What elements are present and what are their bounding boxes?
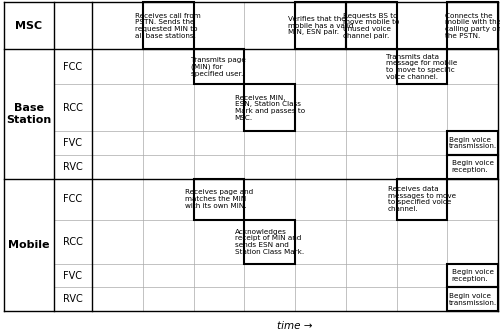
Text: time →: time → xyxy=(277,321,313,331)
Text: FVC: FVC xyxy=(64,270,82,281)
Bar xyxy=(295,2,346,49)
Bar xyxy=(396,178,448,219)
Bar xyxy=(396,49,448,84)
Text: FVC: FVC xyxy=(64,138,82,148)
Text: Transmits data
message for mobile
to move to specific
voice channel.: Transmits data message for mobile to mov… xyxy=(386,53,458,80)
Text: Receives call from
PSTN. Sends the
requested MIN to
all base stations.: Receives call from PSTN. Sends the reque… xyxy=(136,12,201,39)
Text: Verifies that the
mobile has a valid
MIN, ESN pair.: Verifies that the mobile has a valid MIN… xyxy=(288,16,353,35)
Text: Receives data
messages to move
to specified voice
channel.: Receives data messages to move to specif… xyxy=(388,186,456,212)
Text: Acknowledges
receipt of MIN and
sends ESN and
Station Class Mark.: Acknowledges receipt of MIN and sends ES… xyxy=(235,228,304,255)
Text: FCC: FCC xyxy=(64,61,82,72)
Text: Receives page and
matches the MIN
with its own MIN.: Receives page and matches the MIN with i… xyxy=(184,189,253,209)
Text: Begin voice
reception.: Begin voice reception. xyxy=(452,160,494,173)
Text: Begin voice
reception.: Begin voice reception. xyxy=(452,269,494,282)
Text: Connects the
mobile with the
calling party on
the PSTN.: Connects the mobile with the calling par… xyxy=(444,12,500,39)
Text: Begin voice
transmission.: Begin voice transmission. xyxy=(448,137,496,150)
Bar xyxy=(448,2,498,49)
Text: Transmits page
(MIN) for
specified user.: Transmits page (MIN) for specified user. xyxy=(192,57,246,77)
Text: RVC: RVC xyxy=(63,162,83,172)
Bar xyxy=(244,219,295,264)
Bar xyxy=(143,2,194,49)
Bar xyxy=(194,49,244,84)
Text: MSC: MSC xyxy=(16,20,42,31)
Bar xyxy=(448,131,498,155)
Text: RVC: RVC xyxy=(63,294,83,304)
Text: Receives MIN,
ESN, Station Class
Mark and passes to
MSC.: Receives MIN, ESN, Station Class Mark an… xyxy=(234,94,304,121)
Bar xyxy=(448,155,498,178)
Text: Requests BS to
move mobile to
unused voice
channel pair.: Requests BS to move mobile to unused voi… xyxy=(343,12,400,39)
Text: Begin voice
transmission.: Begin voice transmission. xyxy=(448,293,496,305)
Bar xyxy=(346,2,397,49)
Bar xyxy=(194,178,244,219)
Text: Mobile: Mobile xyxy=(8,240,50,250)
Bar xyxy=(448,264,498,287)
Text: Base
Station: Base Station xyxy=(6,103,52,125)
Text: RCC: RCC xyxy=(63,237,83,247)
Text: RCC: RCC xyxy=(63,102,83,113)
Bar xyxy=(244,84,295,131)
Text: FCC: FCC xyxy=(64,194,82,204)
Bar xyxy=(448,287,498,311)
